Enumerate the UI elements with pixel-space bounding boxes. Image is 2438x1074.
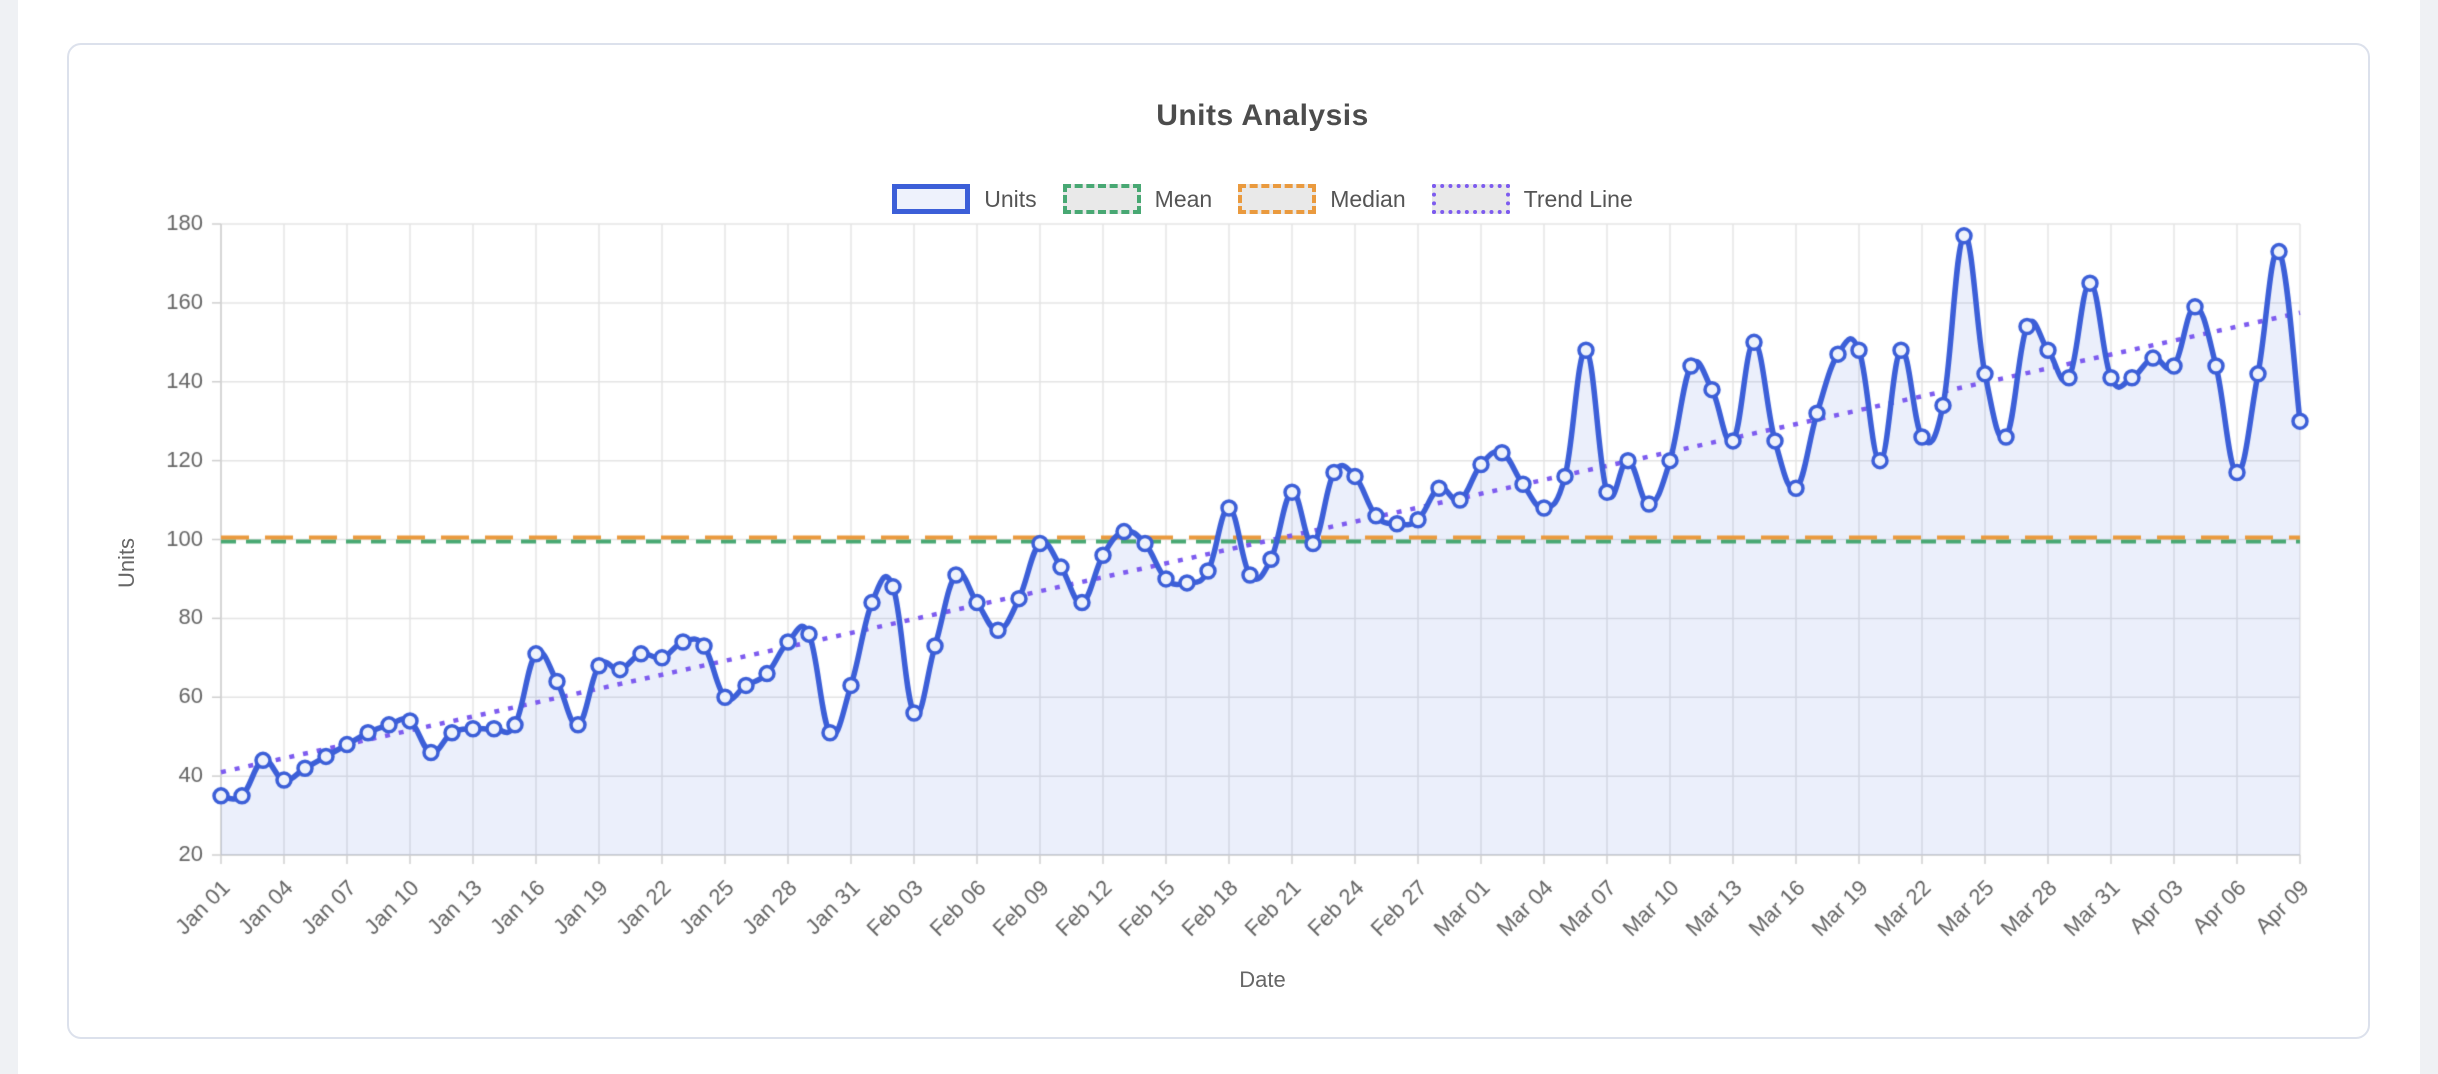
chart-card: Units Analysis UnitsMeanMedianTrend Line… [67, 43, 2370, 1039]
y-axis-title: Units [114, 537, 139, 589]
page-gutter-right [2420, 0, 2438, 1074]
units-analysis-plot-canvas[interactable] [69, 45, 2368, 1037]
page-gutter-left [0, 0, 18, 1074]
x-axis-title: Date [1239, 967, 1286, 992]
